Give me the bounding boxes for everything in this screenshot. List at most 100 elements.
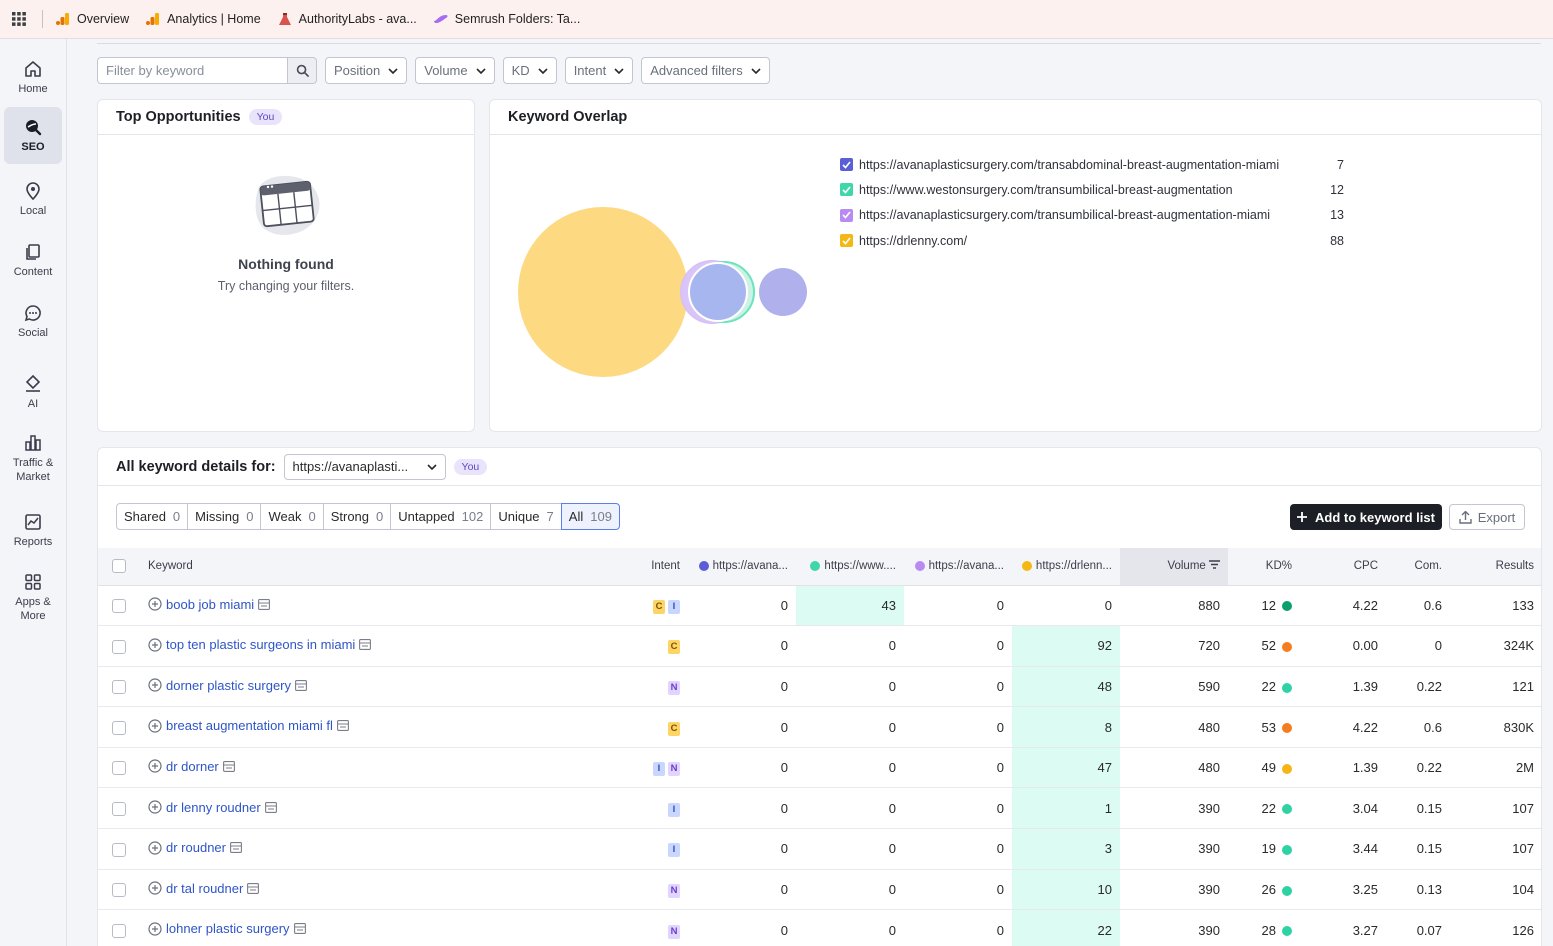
tab-unique[interactable]: Unique 7 [490,503,562,530]
header-cpc[interactable]: CPC [1300,548,1386,586]
serp-features-button[interactable] [247,882,260,894]
intent-dropdown[interactable]: Intent [564,57,634,84]
select-all-checkbox[interactable] [112,559,126,574]
tab-shared[interactable]: Shared 0 [116,503,189,530]
header-label: Results [1495,560,1534,573]
domain-4-position: 8 [1012,706,1120,748]
home-icon [25,61,41,77]
add-keyword-button[interactable] [148,800,162,814]
tab-all[interactable]: All 109 [560,503,620,530]
volume-dropdown[interactable]: Volume [415,57,495,84]
header-domain-4[interactable]: https://drlenn... [1012,548,1120,586]
advanced-filters-dropdown[interactable]: Advanced filters [641,57,770,84]
intent-cell: I [610,828,688,870]
nav-reports[interactable]: Reports [4,503,62,559]
tab-weak[interactable]: Weak 0 [260,503,324,530]
keyword-link[interactable]: dorner plastic surgery [166,677,291,693]
serp-features-button[interactable] [258,598,271,610]
cpc-cell: 1.39 [1300,747,1386,789]
keyword-link[interactable]: breast augmentation miami fl [166,718,333,734]
bookmark-authoritylabs[interactable]: AuthorityLabs - ava... [277,11,417,27]
nav-local[interactable]: Local [4,172,62,228]
header-kd[interactable]: KD% [1228,548,1300,586]
add-keyword-button[interactable] [148,597,162,611]
keyword-link[interactable]: dr roudner [166,840,226,856]
header-domain-3[interactable]: https://avana... [904,548,1012,586]
keyword-link[interactable]: boob job miami [166,596,255,612]
row-checkbox[interactable] [112,883,126,898]
header-results[interactable]: Results [1450,548,1541,586]
header-intent[interactable]: Intent [610,548,688,586]
bookmark-semrush[interactable]: Semrush Folders: Ta... [433,11,580,27]
nav-social[interactable]: Social [4,294,62,350]
add-keyword-button[interactable] [148,881,162,895]
row-checkbox[interactable] [112,599,126,614]
add-keyword-button[interactable] [148,759,162,774]
kd-value: 22 [1261,678,1276,694]
serp-features-button[interactable] [230,842,242,854]
serp-features-button[interactable] [222,760,235,772]
header-domain-1[interactable]: https://avana... [688,548,796,586]
keyword-link[interactable]: lohner plastic surgery [166,921,290,937]
nav-seo[interactable]: SEO [4,107,62,164]
kd-value: 26 [1261,881,1276,897]
keyword-link[interactable]: dr tal roudner [166,880,244,896]
card-header: Top Opportunities You [98,100,474,135]
add-keyword-button[interactable] [148,638,162,652]
keyword-link[interactable]: dr dorner [166,758,219,774]
header-com[interactable]: Com. [1386,548,1450,586]
legend-checkbox[interactable] [840,208,853,222]
keyword-link[interactable]: dr lenny roudner [166,799,261,815]
keyword-link[interactable]: top ten plastic surgeons in miami [166,637,356,653]
add-keyword-button[interactable] [148,719,162,733]
export-button[interactable]: Export [1449,504,1525,530]
bookmark-analytics[interactable]: Analytics | Home [145,11,261,27]
position-dropdown[interactable]: Position [325,57,408,84]
header-volume[interactable]: Volume [1120,548,1228,586]
row-checkbox[interactable] [112,720,126,735]
apps-grid-icon[interactable] [0,0,38,39]
tab-untapped[interactable]: Untapped 102 [390,503,492,530]
nav-ai[interactable]: AI [4,365,62,421]
tab-label: Untapped [398,509,455,524]
kd-dropdown[interactable]: KD [502,57,557,84]
bookmark-overview[interactable]: Overview [55,11,129,27]
legend-checkbox[interactable] [840,183,853,197]
legend-checkbox[interactable] [840,158,853,172]
results-value: 830K [1503,719,1534,735]
row-checkbox[interactable] [112,842,126,857]
serp-features-button[interactable] [336,720,349,732]
domain-dropdown[interactable]: https://avanaplasti... [283,453,446,480]
serp-features-button[interactable] [295,679,307,691]
results-cell: 107 [1450,828,1541,870]
top-opportunities-card: Top Opportunities You Nothing found Try … [97,99,475,432]
row-checkbox[interactable] [112,680,126,695]
keyword-filter-input[interactable] [97,57,288,84]
legend-checkbox[interactable] [840,234,853,248]
row-checkbox[interactable] [112,639,126,654]
nav-home[interactable]: Home [4,50,62,106]
row-checkbox[interactable] [112,802,126,817]
nav-traffic-market[interactable]: Traffic & Market [4,426,62,492]
kd-cell: 52 [1228,625,1300,667]
add-keyword-button[interactable] [148,841,162,855]
nav-apps-more[interactable]: Apps & More [4,565,62,631]
domain-dropdown-value: https://avanaplasti... [292,459,409,474]
tab-strong[interactable]: Strong 0 [322,503,392,530]
header-keyword[interactable]: Keyword [140,548,610,586]
nav-content[interactable]: Content [4,233,62,289]
row-checkbox[interactable] [112,923,126,938]
tab-missing[interactable]: Missing 0 [187,503,262,530]
legend-count: 7 [1337,157,1344,172]
add-to-keyword-list-button[interactable]: Add to keyword list [1290,504,1442,530]
serp-features-button[interactable] [264,801,277,813]
serp-features-button[interactable] [359,639,372,651]
table-body: boob job miami C I 0 43 0 0 880 12 4.22 0.6 133 top … [98,585,1541,946]
search-button[interactable] [288,57,317,84]
header-domain-2[interactable]: https://www.... [796,548,904,586]
serp-features-button[interactable] [293,923,306,935]
card-title: All keyword details for: [116,458,276,475]
add-keyword-button[interactable] [148,922,162,936]
add-keyword-button[interactable] [148,678,162,692]
row-checkbox[interactable] [112,761,126,776]
